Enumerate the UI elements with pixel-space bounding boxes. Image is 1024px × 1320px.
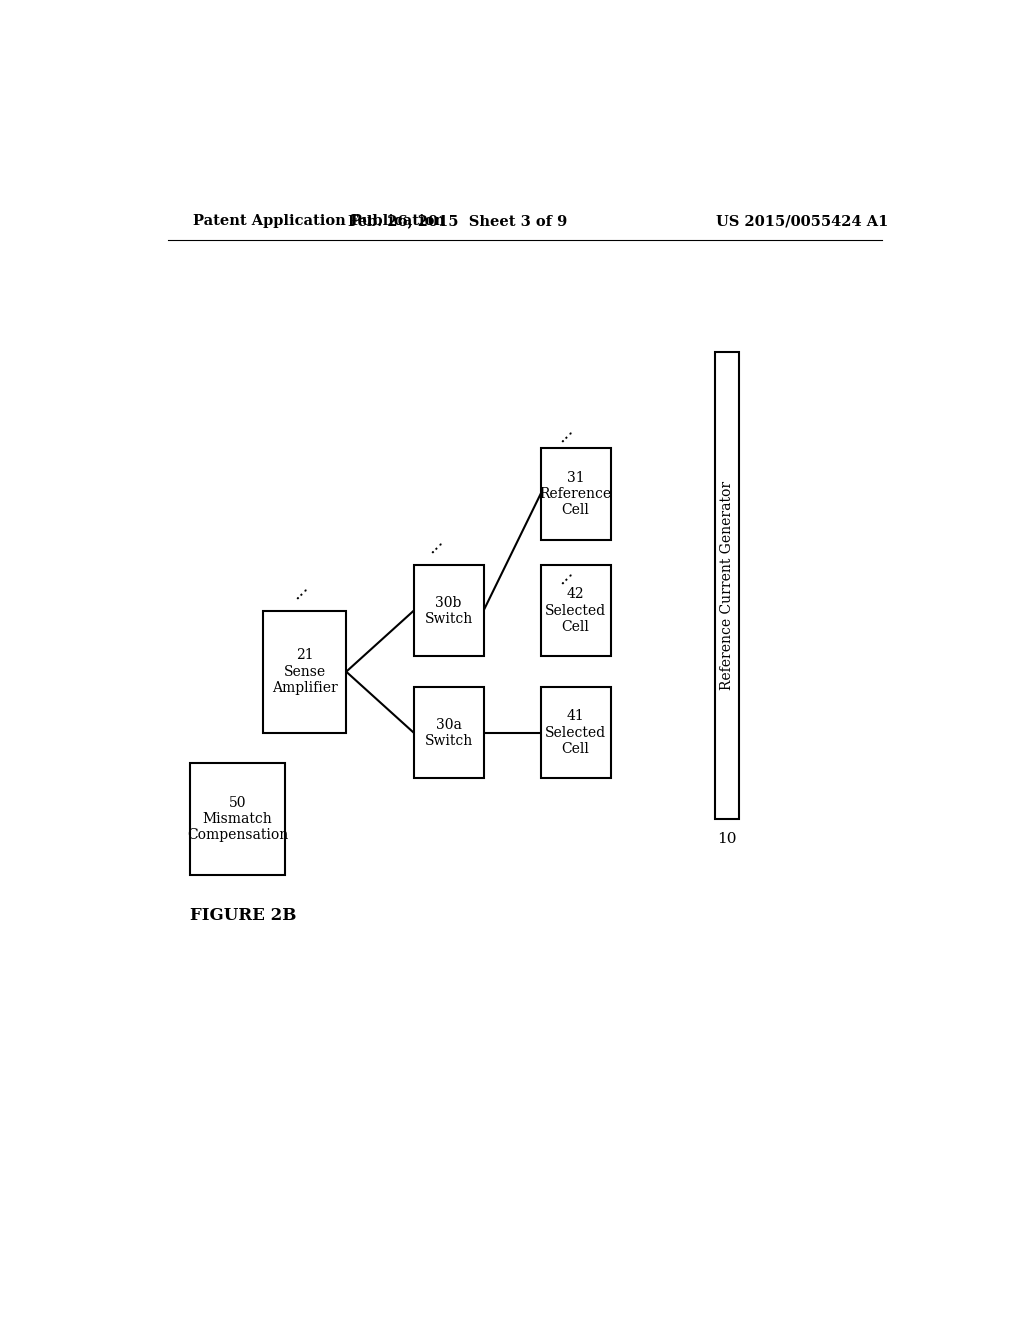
Text: 41
Selected
Cell: 41 Selected Cell [545,709,606,756]
FancyBboxPatch shape [263,611,346,733]
FancyBboxPatch shape [189,763,285,875]
Text: Reference Current Generator: Reference Current Generator [720,480,734,690]
Text: 50
Mismatch
Compensation: 50 Mismatch Compensation [187,796,288,842]
Text: 42
Selected
Cell: 42 Selected Cell [545,587,606,634]
Text: 30b
Switch: 30b Switch [425,595,473,626]
Text: US 2015/0055424 A1: US 2015/0055424 A1 [717,214,889,228]
FancyBboxPatch shape [541,565,610,656]
Text: 31
Reference
Cell: 31 Reference Cell [540,471,611,517]
Text: FIGURE 2B: FIGURE 2B [189,907,296,924]
FancyBboxPatch shape [541,686,610,779]
Text: 21
Sense
Amplifier: 21 Sense Amplifier [271,648,338,694]
FancyBboxPatch shape [541,447,610,540]
Text: ...: ... [286,578,311,603]
Text: Feb. 26, 2015  Sheet 3 of 9: Feb. 26, 2015 Sheet 3 of 9 [348,214,567,228]
FancyBboxPatch shape [715,351,739,818]
Text: 30a
Switch: 30a Switch [425,718,473,747]
Text: ...: ... [421,532,446,557]
Text: 10: 10 [718,833,737,846]
Text: ...: ... [551,420,577,445]
Text: ...: ... [551,562,577,587]
Text: Patent Application Publication: Patent Application Publication [194,214,445,228]
FancyBboxPatch shape [414,686,483,779]
FancyBboxPatch shape [414,565,483,656]
